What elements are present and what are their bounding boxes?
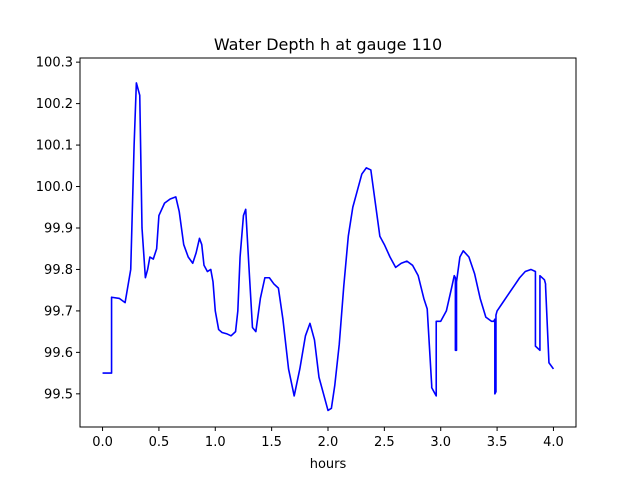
x-tick-label: 1.5 bbox=[261, 435, 282, 450]
y-tick-label: 100.2 bbox=[36, 97, 73, 112]
x-axis-ticks: 0.0 0.5 1.0 1.5 2.0 2.5 3.0 3.5 4.0 bbox=[92, 427, 564, 450]
x-tick-label: 1.0 bbox=[205, 435, 226, 450]
x-axis-label: hours bbox=[310, 457, 347, 472]
x-tick-label: 0.5 bbox=[149, 435, 170, 450]
y-axis-ticks: 99.5 99.6 99.7 99.8 99.9 100.0 100.1 100.2 100.3 bbox=[36, 56, 80, 402]
x-tick-label: 2.5 bbox=[374, 435, 395, 450]
y-tick-label: 99.9 bbox=[44, 221, 73, 236]
y-tick-label: 99.5 bbox=[44, 387, 73, 402]
plot-area-frame bbox=[79, 57, 577, 428]
series-line-0 bbox=[102, 82, 555, 412]
y-tick-label: 100.1 bbox=[36, 139, 73, 154]
y-tick-label: 99.6 bbox=[44, 346, 73, 361]
y-tick-label: 100.0 bbox=[36, 180, 73, 195]
y-tick-label: 99.8 bbox=[44, 263, 73, 278]
y-tick-label: 99.7 bbox=[44, 304, 73, 319]
x-tick-label: 0.0 bbox=[92, 435, 113, 450]
y-tick-label: 100.3 bbox=[36, 56, 73, 71]
series-line-group bbox=[102, 82, 555, 412]
chart-title: Water Depth h at gauge 110 bbox=[214, 35, 442, 54]
x-tick-label: 2.0 bbox=[318, 435, 339, 450]
x-tick-label: 3.0 bbox=[430, 435, 451, 450]
x-tick-label: 3.5 bbox=[487, 435, 508, 450]
x-tick-label: 4.0 bbox=[543, 435, 564, 450]
